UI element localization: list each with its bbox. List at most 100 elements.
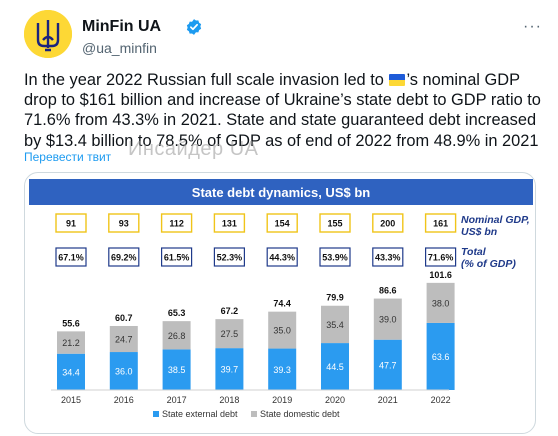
translate-tweet-link[interactable]: Перевести твит <box>24 150 112 164</box>
author-handle[interactable]: @ua_minfin <box>82 40 157 56</box>
debt-to-gdp-box <box>108 247 140 267</box>
bar-external-debt <box>426 322 455 390</box>
chart-title-bar <box>29 179 533 205</box>
ukraine-trident-icon <box>24 10 72 58</box>
debt-to-gdp-value: 53.9% <box>322 253 348 263</box>
more-options-icon[interactable]: ··· <box>523 18 542 35</box>
debt-to-gdp-box <box>319 247 351 267</box>
x-tick-label: 2021 <box>378 395 398 405</box>
bar-label-external: 34.4 <box>62 367 80 377</box>
debt-to-gdp-value: 44.3% <box>269 253 295 263</box>
nominal-gdp-value: 112 <box>169 219 184 229</box>
bar-external-debt <box>162 349 191 390</box>
tweet-media-chart[interactable]: State debt dynamics, US$ bn Nominal GDP,… <box>24 172 536 434</box>
bar-domestic-debt <box>109 325 138 353</box>
bar-label-domestic: 21.2 <box>62 338 80 348</box>
bar-label-domestic: 38.0 <box>432 298 450 308</box>
bar-label-total: 65.3 <box>168 308 186 318</box>
watermark: Инсайдер UA <box>128 138 259 160</box>
author-name[interactable]: MinFin UA <box>82 18 162 35</box>
bar-label-domestic: 27.5 <box>221 329 239 339</box>
x-tick-label: 2016 <box>114 395 134 405</box>
bar-label-total: 67.2 <box>221 306 239 316</box>
x-tick-label: 2020 <box>325 395 345 405</box>
x-tick-label: 2019 <box>272 395 292 405</box>
x-tick-label: 2017 <box>167 395 187 405</box>
tweet-header: MinFin UA @ua_minfin ··· <box>24 10 544 62</box>
bar-label-total: 101.6 <box>429 270 452 280</box>
nominal-gdp-value: 93 <box>119 219 129 229</box>
bar-label-domestic: 39.0 <box>379 315 397 325</box>
bar-domestic-debt <box>373 298 402 340</box>
nominal-gdp-box <box>108 213 140 233</box>
nominal-gdp-value: 155 <box>327 219 342 229</box>
bar-label-total: 55.6 <box>62 318 80 328</box>
bar-label-total: 74.4 <box>273 299 291 309</box>
bar-external-debt <box>268 348 297 390</box>
bar-label-total: 86.6 <box>379 286 397 296</box>
debt-to-gdp-value: 69.2% <box>111 253 137 263</box>
debt-to-gdp-label-1: Total <box>461 246 487 258</box>
bar-domestic-debt <box>426 282 455 323</box>
bar-label-external: 39.3 <box>273 365 291 375</box>
bar-label-external: 36.0 <box>115 367 133 377</box>
bar-label-total: 60.7 <box>115 313 133 323</box>
nominal-gdp-box <box>266 213 298 233</box>
nominal-gdp-value: 200 <box>380 219 395 229</box>
bar-label-total: 79.9 <box>326 293 344 303</box>
bar-label-external: 47.7 <box>379 360 397 370</box>
bar-label-domestic: 26.8 <box>168 331 186 341</box>
tweet-text: In the year 2022 Russian full scale inva… <box>24 70 544 151</box>
debt-to-gdp-value: 71.6% <box>428 253 454 263</box>
bar-domestic-debt <box>321 305 349 344</box>
verified-badge-icon <box>186 19 202 35</box>
bar-label-domestic: 24.7 <box>115 335 133 345</box>
bar-domestic-debt <box>268 311 297 349</box>
nominal-gdp-value: 131 <box>222 219 237 229</box>
x-tick-label: 2015 <box>61 395 81 405</box>
chart-title: State debt dynamics, US$ bn <box>192 185 370 200</box>
bar-domestic-debt <box>215 319 244 349</box>
bar-external-debt <box>109 352 138 390</box>
nominal-gdp-value: 161 <box>433 219 448 229</box>
nominal-gdp-label-1: Nominal GDP, <box>461 214 530 226</box>
tweet-text-part-1: In the year 2022 Russian full scale inva… <box>24 71 389 89</box>
debt-to-gdp-box <box>213 247 245 267</box>
legend-swatch-domestic <box>251 411 257 417</box>
legend-swatch-external <box>153 411 159 417</box>
debt-to-gdp-value: 61.5% <box>164 253 190 263</box>
bar-domestic-debt <box>162 321 191 350</box>
nominal-gdp-value: 91 <box>66 219 76 229</box>
debt-to-gdp-box <box>55 247 87 267</box>
nominal-gdp-box <box>319 213 351 233</box>
debt-to-gdp-box <box>372 247 404 267</box>
bar-label-domestic: 35.4 <box>326 320 344 330</box>
legend-label-external: State external debt <box>162 409 238 419</box>
bars-group: 34.4 21.2 55.6 36.0 24.7 60.7 38.5 26.8 65.3 39.7… <box>57 270 455 390</box>
nominal-gdp-box <box>213 213 246 233</box>
legend-label-domestic: State domestic debt <box>260 409 340 419</box>
bar-external-debt <box>57 353 85 390</box>
nominal-gdp-box <box>424 213 457 233</box>
tweet-text-part-2: ’s nominal GDP drop to $161 billion and … <box>24 71 541 150</box>
debt-to-gdp-value: 43.3% <box>375 253 401 263</box>
debt-to-gdp-row: 67.1% 69.2% 61.5% 52.3% 44.3% 53.9% 43.3% 71.6% <box>55 247 457 267</box>
bar-label-domestic: 35.0 <box>273 326 291 336</box>
bar-external-debt <box>373 339 402 390</box>
x-tick-label: 2022 <box>431 395 451 405</box>
nominal-gdp-box <box>55 213 87 233</box>
debt-to-gdp-box <box>161 247 193 267</box>
nominal-gdp-label-2: US$ bn <box>461 226 497 238</box>
bar-external-debt <box>215 348 244 390</box>
nominal-gdp-box <box>372 213 404 233</box>
x-tick-label: 2018 <box>219 395 239 405</box>
bar-domestic-debt <box>57 331 85 354</box>
avatar[interactable] <box>24 10 72 58</box>
nominal-gdp-box <box>160 213 193 233</box>
bar-label-external: 38.5 <box>168 365 186 375</box>
bar-label-external: 39.7 <box>221 365 239 375</box>
nominal-gdp-row: 91 93 112 131 154 155 200 161 <box>55 213 457 233</box>
x-tick-labels: 2015 2016 2017 2018 2019 2020 2021 2022 <box>61 395 451 405</box>
debt-to-gdp-value: 67.1% <box>58 253 84 263</box>
bar-external-debt <box>321 343 349 390</box>
